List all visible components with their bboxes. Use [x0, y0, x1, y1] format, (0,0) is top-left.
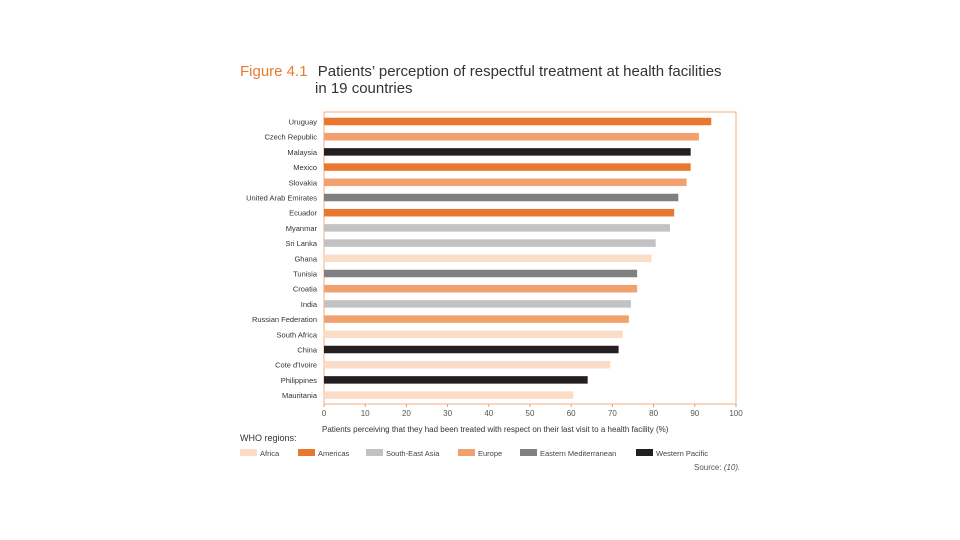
- bar-malaysia: [324, 148, 691, 156]
- bar-czech-republic: [324, 132, 699, 141]
- figure-title-line1: Patients’ perception of respectful treat…: [317, 63, 722, 80]
- figure-number: Figure 4.1: [240, 63, 308, 80]
- source-ref: (10).: [723, 463, 741, 472]
- bar-south-africa: [324, 330, 623, 339]
- y-tick-label: Russian Federation: [252, 315, 317, 324]
- x-tick-label: 20: [402, 409, 411, 418]
- bar-myanmar: [324, 224, 671, 232]
- legend-swatch: [636, 449, 653, 456]
- y-tick-label: United Arab Emirates: [246, 194, 317, 203]
- bar-russian-federation: [324, 315, 629, 323]
- bar-cote-d-ivoire: [324, 360, 611, 369]
- bar-china: [324, 345, 619, 354]
- y-tick-label: Czech Republic: [264, 133, 317, 142]
- y-tick-label: Mauritania: [282, 391, 318, 400]
- bar-sri-lanka: [324, 239, 656, 247]
- y-tick-label: Tunisia: [293, 270, 318, 279]
- legend-swatch: [458, 449, 475, 456]
- bar-mauritania: [324, 391, 574, 399]
- x-tick-label: 100: [729, 409, 743, 418]
- bar-slovakia: [324, 178, 687, 187]
- bar-united-arab-emirates: [324, 193, 679, 202]
- bar-philippines: [324, 376, 588, 384]
- figure-title-line2: in 19 countries: [315, 80, 413, 97]
- source-label: Source:: [694, 463, 722, 472]
- x-tick-label: 0: [322, 409, 327, 418]
- bar-ecuador: [324, 208, 675, 217]
- x-tick-label: 40: [484, 409, 493, 418]
- x-tick-label: 10: [361, 409, 370, 418]
- x-tick-label: 90: [690, 409, 699, 418]
- y-tick-label: Mexico: [293, 163, 317, 172]
- y-tick-label: Sri Lanka: [285, 239, 318, 248]
- y-tick-label: Myanmar: [286, 224, 318, 233]
- y-tick-label: Uruguay: [289, 118, 318, 127]
- y-tick-label: Ghana: [294, 254, 317, 263]
- y-tick-label: India: [301, 300, 318, 309]
- legend-label: Americas: [318, 449, 350, 458]
- y-tick-label: Slovakia: [289, 178, 318, 187]
- legend-swatch: [298, 449, 315, 456]
- y-tick-label: Ecuador: [289, 209, 317, 218]
- legend-label: Eastern Mediterranean: [540, 449, 616, 458]
- legend-swatch: [520, 449, 537, 456]
- bar-mexico: [324, 163, 691, 171]
- legend-label: Western Pacific: [656, 449, 708, 458]
- y-tick-label: China: [297, 346, 317, 355]
- figure-title: Figure 4.1 Patients’ perception of respe…: [240, 63, 722, 97]
- x-axis-title: Patients perceiving that they had been t…: [322, 425, 669, 434]
- legend-label: Africa: [260, 449, 280, 458]
- legend-title: WHO regions:: [240, 433, 297, 443]
- legend-label: South-East Asia: [386, 449, 440, 458]
- x-tick-label: 80: [649, 409, 658, 418]
- y-tick-label: Cote d'Ivoire: [275, 361, 317, 370]
- y-tick-label: South Africa: [277, 330, 318, 339]
- bar-uruguay: [324, 117, 712, 126]
- x-tick-label: 50: [526, 409, 535, 418]
- y-tick-label: Malaysia: [287, 148, 317, 157]
- legend-label: Europe: [478, 449, 502, 458]
- bar-ghana: [324, 254, 652, 263]
- legend-swatch: [240, 449, 257, 456]
- source-note: Source: (10).: [694, 463, 740, 472]
- bar-croatia: [324, 284, 638, 293]
- bar-tunisia: [324, 269, 638, 278]
- x-tick-label: 60: [567, 409, 576, 418]
- bar-india: [324, 300, 631, 308]
- legend-swatch: [366, 449, 383, 456]
- y-tick-label: Philippines: [281, 376, 318, 385]
- y-tick-label: Croatia: [293, 285, 318, 294]
- x-tick-label: 70: [608, 409, 617, 418]
- x-tick-label: 30: [443, 409, 452, 418]
